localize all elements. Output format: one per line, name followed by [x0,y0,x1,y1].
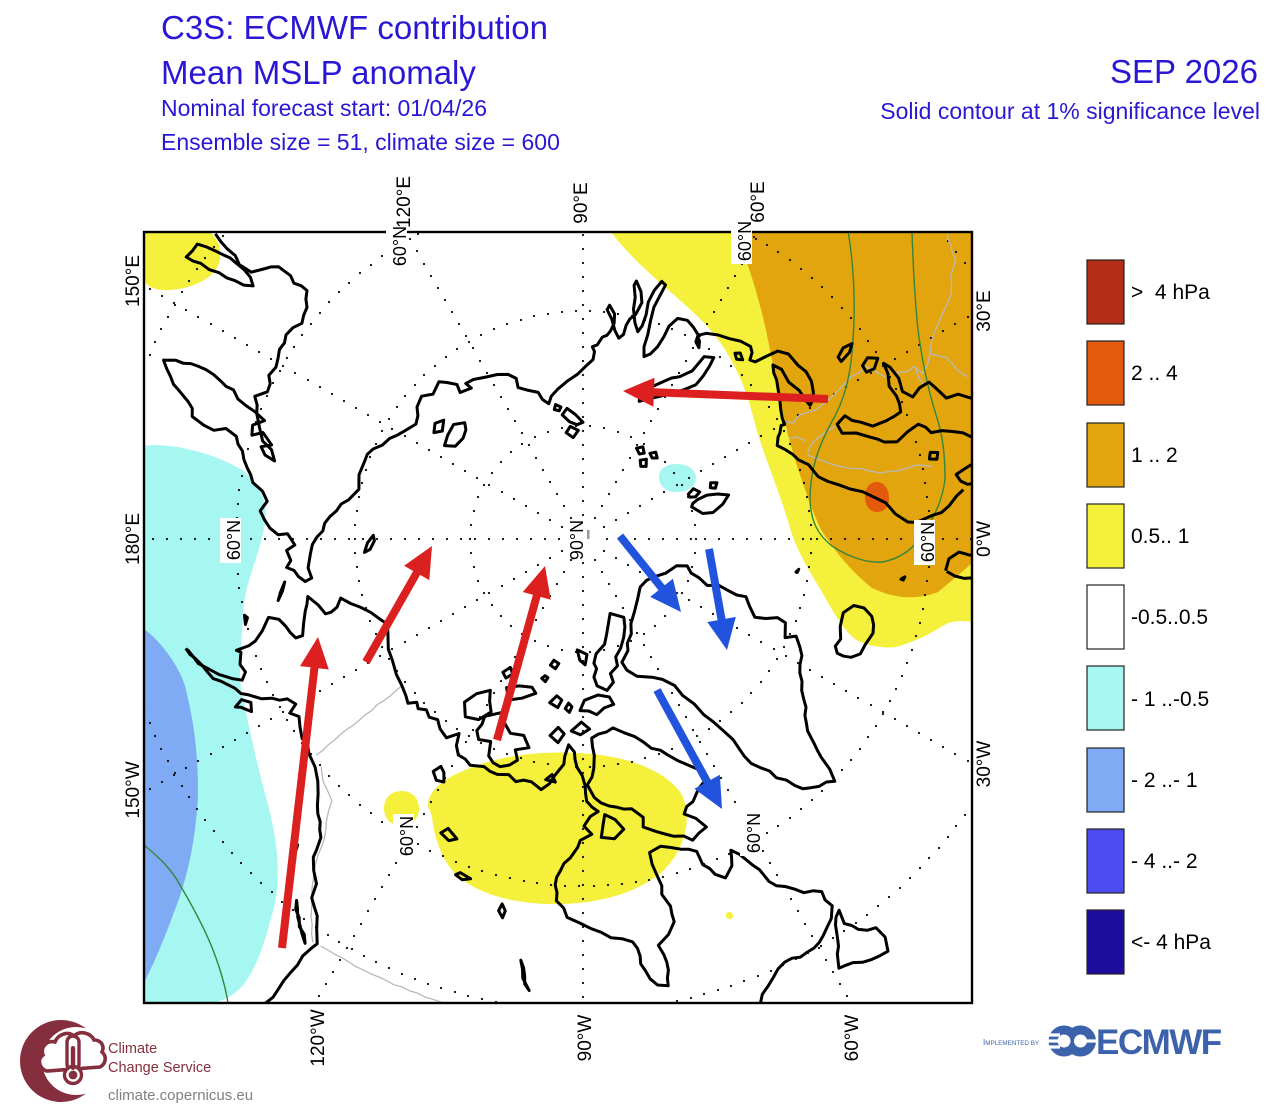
svg-text:IMPLEMENTED BY: IMPLEMENTED BY [983,1038,1040,1047]
svg-text:0°W: 0°W [974,521,995,557]
svg-text:120°E: 120°E [394,176,415,228]
svg-text:- 1 ..-0.5: - 1 ..-0.5 [1131,688,1209,711]
svg-text:30°E: 30°E [974,290,995,331]
svg-text:60°N: 60°N [390,226,410,266]
svg-text:90°N: 90°N [567,520,587,560]
svg-text:60°N: 60°N [397,816,417,856]
svg-text:<- 4 hPa: <- 4 hPa [1131,931,1211,954]
svg-text:1 .. 2: 1 .. 2 [1131,444,1178,467]
svg-text:120°W: 120°W [308,1009,329,1066]
svg-text:60°N: 60°N [224,520,244,560]
svg-text:60°N: 60°N [918,522,938,562]
svg-text:60°E: 60°E [748,181,769,222]
svg-text:- 4 ..- 2: - 4 ..- 2 [1131,850,1198,873]
svg-text:90°W: 90°W [575,1015,596,1062]
svg-text:- 2 ..- 1: - 2 ..- 1 [1131,769,1198,792]
svg-text:150°E: 150°E [123,255,144,307]
svg-text:60°N: 60°N [744,813,764,853]
svg-text:-0.5..0.5: -0.5..0.5 [1131,606,1208,629]
svg-text:30°W: 30°W [974,741,995,788]
svg-text:> 4 hPa: > 4 hPa [1131,281,1210,304]
svg-text:ECMWF: ECMWF [1096,1023,1222,1062]
svg-text:180°E: 180°E [123,513,144,565]
svg-text:90°E: 90°E [571,182,592,223]
svg-text:2 .. 4: 2 .. 4 [1131,362,1178,385]
svg-text:0.5.. 1: 0.5.. 1 [1131,525,1189,548]
svg-text:60°N: 60°N [735,221,755,261]
svg-text:150°W: 150°W [123,761,144,818]
svg-text:60°W: 60°W [842,1015,863,1062]
